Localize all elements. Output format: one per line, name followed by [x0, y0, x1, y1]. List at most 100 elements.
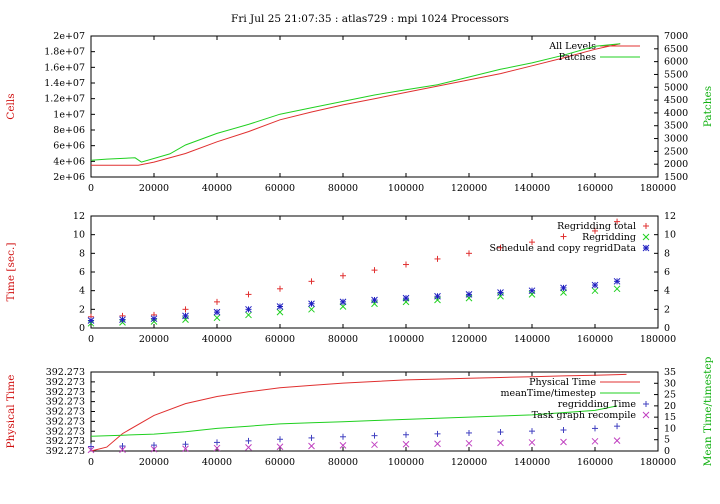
- data-point: [592, 227, 598, 234]
- data-point: [150, 445, 158, 453]
- legend-swatch: [643, 223, 649, 229]
- y-tick-label: 2e+07: [53, 31, 85, 42]
- marker-stroke: [642, 244, 650, 252]
- y-tick-label: 392.273: [46, 416, 85, 427]
- y2-tick-label: 25: [664, 390, 676, 401]
- marker-stroke: [339, 298, 347, 306]
- y-tick-label: 392.273: [46, 426, 85, 437]
- x-tick-label: 80000: [328, 457, 358, 468]
- data-point: [182, 445, 189, 453]
- data-point: [434, 430, 441, 437]
- data-point: [613, 285, 621, 293]
- x-tick-label: 140000: [514, 334, 550, 345]
- data-point: [182, 306, 189, 313]
- y2-tick-label: 15: [664, 412, 676, 423]
- legend-label: regridding Time: [558, 399, 637, 410]
- legend-swatch: [643, 401, 649, 407]
- marker-stroke: [434, 292, 441, 300]
- marker-stroke: [308, 300, 315, 308]
- y2-tick-label: 3000: [664, 134, 688, 145]
- data-point: [214, 298, 220, 305]
- data-point: [245, 444, 252, 451]
- marker-stroke: [119, 316, 126, 323]
- data-point: [466, 250, 472, 257]
- marker-stroke: [182, 445, 189, 453]
- data-point: [277, 285, 283, 292]
- data-point: [87, 446, 95, 454]
- y2-tick-label: 6500: [664, 44, 688, 55]
- y-tick-label: 1.6e+07: [44, 62, 85, 73]
- marker-stroke: [150, 315, 158, 323]
- legend-label: Patches: [559, 52, 597, 63]
- x-tick-label: 0: [88, 183, 94, 194]
- data-point: [119, 446, 126, 453]
- marker-stroke: [613, 437, 621, 444]
- data-point: [245, 437, 252, 444]
- data-point: [339, 442, 347, 449]
- x-tick-label: 0: [88, 334, 94, 345]
- data-point: [151, 442, 157, 449]
- y-tick-label: 2: [79, 304, 85, 315]
- marker-stroke: [213, 314, 221, 322]
- legend-swatch: [642, 244, 650, 252]
- x-tick-label: 100000: [388, 334, 424, 345]
- data-point: [308, 434, 315, 441]
- data-point: [308, 305, 315, 313]
- marker-stroke: [245, 444, 252, 451]
- marker-stroke: [497, 439, 504, 447]
- x-tick-label: 20000: [139, 334, 169, 345]
- data-point: [213, 314, 221, 322]
- data-point: [560, 284, 567, 292]
- data-point: [182, 312, 189, 320]
- data-point: [308, 300, 315, 308]
- y-tick-label: 392.273: [46, 397, 85, 408]
- marker-stroke: [213, 308, 221, 316]
- x-tick-label: 100000: [388, 183, 424, 194]
- x-tick-label: 140000: [514, 183, 550, 194]
- data-point: [528, 287, 536, 295]
- data-point: [592, 425, 598, 432]
- legend-label: Schedule and copy regridData: [489, 243, 636, 254]
- data-point: [466, 429, 472, 436]
- y-tick-label: 2e+06: [53, 172, 85, 183]
- x-tick-label: 160000: [577, 183, 613, 194]
- x-tick-label: 60000: [265, 183, 295, 194]
- data-point: [245, 311, 252, 319]
- y2-tick-label: 5000: [664, 82, 688, 93]
- data-point: [613, 437, 621, 444]
- data-point: [371, 441, 378, 449]
- data-point: [88, 443, 94, 450]
- legend-label: Regridding total: [557, 221, 636, 232]
- y-tick-label: 1.8e+07: [44, 47, 85, 58]
- series-line: [90, 405, 618, 437]
- y-tick-label: 1e+07: [53, 109, 85, 120]
- y2-tick-label: 5: [664, 435, 670, 446]
- data-point: [276, 308, 284, 316]
- data-point: [591, 437, 599, 445]
- data-point: [497, 429, 504, 436]
- data-point: [465, 439, 473, 447]
- y-tick-label: 8: [79, 248, 85, 259]
- y-tick-label: 1.4e+07: [44, 78, 85, 89]
- y-tick-label: 0: [79, 323, 85, 334]
- x-tick-label: 60000: [265, 457, 295, 468]
- figure-title: Fri Jul 25 21:07:35 : atlas729 : mpi 102…: [231, 13, 509, 25]
- marker-stroke: [371, 296, 378, 304]
- data-point: [276, 303, 284, 310]
- data-point: [497, 289, 504, 296]
- data-point: [528, 439, 536, 446]
- y-tick-label: 392.273: [46, 407, 85, 418]
- x-tick-label: 180000: [640, 457, 676, 468]
- data-point: [560, 233, 567, 240]
- marker-stroke: [465, 291, 473, 298]
- y2-tick-label: 10: [664, 230, 676, 241]
- y2-tick-label: 20: [664, 401, 676, 412]
- x-tick-label: 40000: [202, 183, 232, 194]
- data-point: [591, 287, 599, 295]
- data-point: [529, 428, 535, 435]
- data-point: [119, 443, 126, 450]
- data-point: [245, 305, 252, 313]
- marker-stroke: [150, 445, 158, 453]
- marker-stroke: [213, 444, 221, 452]
- x-tick-label: 80000: [328, 183, 358, 194]
